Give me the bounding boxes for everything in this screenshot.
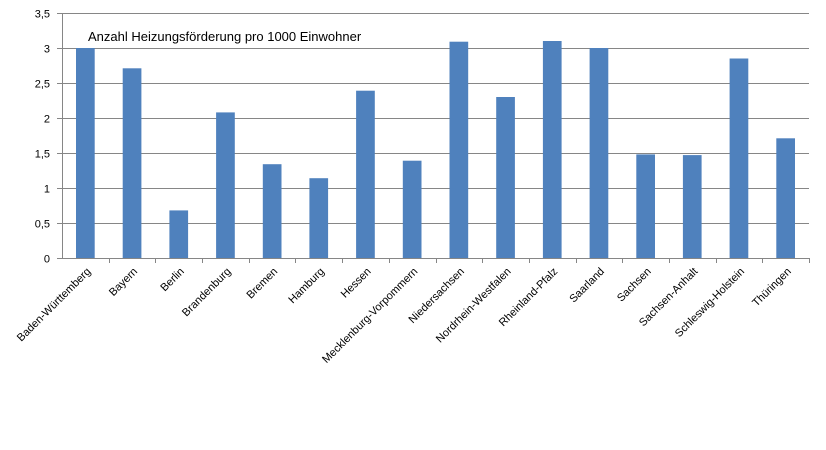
- y-tick-label: 1,5: [35, 149, 50, 161]
- y-tick-label: 0: [44, 254, 50, 266]
- axes: [57, 13, 810, 263]
- bar: [496, 97, 515, 258]
- bar: [216, 112, 235, 259]
- bar: [636, 154, 655, 258]
- x-tick-label: Mecklenburg-Vorpommern: [320, 266, 420, 366]
- y-tick-label: 2: [44, 114, 50, 126]
- bar: [262, 164, 282, 258]
- bar: [682, 155, 702, 258]
- x-tick-label: Sachsen: [615, 266, 654, 305]
- bar: [729, 58, 749, 258]
- gridlines: [62, 13, 809, 224]
- bars: [76, 41, 795, 259]
- bar: [76, 48, 95, 258]
- bar: [122, 68, 142, 258]
- x-tick-label: Bremen: [244, 266, 280, 302]
- x-tick-label: Bayern: [107, 266, 140, 299]
- x-tick-label: Thüringen: [750, 266, 794, 310]
- bar: [589, 48, 609, 258]
- bar: [309, 178, 329, 258]
- bar: [402, 160, 422, 258]
- chart-title: Anzahl Heizungsförderung pro 1000 Einwoh…: [88, 29, 362, 44]
- y-tick-label: 2,5: [35, 79, 50, 91]
- bar: [542, 41, 562, 258]
- x-tick-label: Hamburg: [286, 266, 326, 306]
- y-tick-label: 3,5: [35, 9, 50, 21]
- bar: [169, 210, 189, 258]
- y-tick-label: 0,5: [35, 219, 50, 231]
- y-tick-label: 3: [44, 44, 50, 56]
- bar: [356, 90, 375, 258]
- x-tick-label: Brandenburg: [180, 266, 233, 319]
- y-tick-label: 1: [44, 184, 50, 196]
- x-tick-label: Berlin: [158, 266, 186, 294]
- x-tick-label: Baden-Württemberg: [15, 266, 94, 345]
- x-tick-label: Saarland: [567, 266, 607, 306]
- bar: [776, 138, 795, 258]
- bar: [449, 41, 469, 259]
- x-tick-label: Hessen: [339, 266, 374, 301]
